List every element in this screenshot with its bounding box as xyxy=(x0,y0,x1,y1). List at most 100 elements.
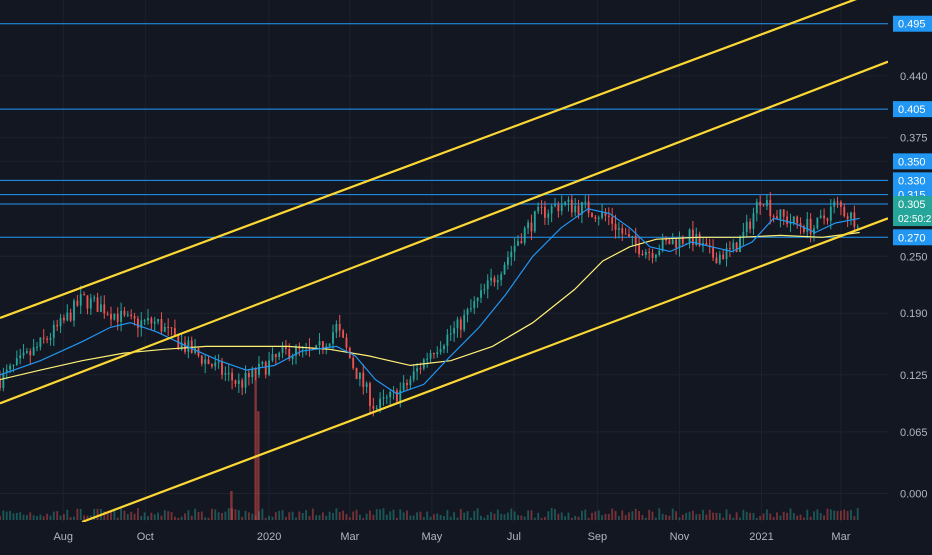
volume-bar xyxy=(722,517,725,520)
volume-bar xyxy=(12,513,15,520)
volume-bar xyxy=(550,508,553,520)
candle-body xyxy=(32,347,35,356)
volume-bar xyxy=(301,512,304,520)
volume-bar xyxy=(506,512,509,520)
moving-average-fast xyxy=(0,208,860,395)
candle-body xyxy=(12,364,15,366)
volume-bar xyxy=(395,517,398,520)
volume-bar xyxy=(237,510,240,520)
volume-bar xyxy=(607,513,610,520)
candle-body xyxy=(799,223,802,227)
volume-bar xyxy=(654,517,657,520)
candle-body xyxy=(133,316,136,319)
trend-channel-line xyxy=(81,217,889,524)
volume-bar xyxy=(712,512,715,520)
candle-body xyxy=(204,359,207,364)
level-tag xyxy=(893,101,932,118)
volume-bar xyxy=(772,517,775,520)
volume-bar xyxy=(523,516,526,520)
volume-bar xyxy=(557,513,560,520)
volume-bar xyxy=(120,508,123,520)
volume-bar xyxy=(617,516,620,520)
volume-bar xyxy=(352,511,355,520)
candle-body xyxy=(173,328,176,336)
candle-body xyxy=(473,301,476,309)
candle-body xyxy=(284,347,287,350)
candle-body xyxy=(5,369,8,373)
candle-body xyxy=(560,204,563,212)
x-tick-label: 2020 xyxy=(257,531,281,543)
volume-bar xyxy=(416,512,419,520)
volume-bar xyxy=(379,509,382,520)
candle-body xyxy=(651,252,654,258)
volume-bar xyxy=(318,515,321,520)
volume-bar xyxy=(56,511,59,520)
volume-bar xyxy=(554,509,556,520)
volume-bar xyxy=(500,513,503,520)
volume-bar xyxy=(62,514,65,520)
volume-bar xyxy=(157,512,160,520)
candle-body xyxy=(459,319,462,330)
candle-body xyxy=(449,333,452,335)
volume-bar xyxy=(116,517,119,520)
volume-bar xyxy=(180,516,183,520)
volume-bar xyxy=(843,509,846,520)
x-tick-label: May xyxy=(422,531,443,543)
candle-body xyxy=(76,300,79,306)
candle-body xyxy=(776,216,778,219)
volume-bar xyxy=(527,510,530,520)
volume-bar xyxy=(634,508,637,520)
volume-bar xyxy=(644,517,647,520)
candle-body xyxy=(843,206,846,217)
candle-body xyxy=(369,383,371,406)
volume-bar xyxy=(426,511,429,520)
candle-body xyxy=(856,226,859,228)
level-tag-label: 0.495 xyxy=(898,19,926,31)
candle-body xyxy=(503,264,506,275)
candle-body xyxy=(533,211,536,232)
candle-body xyxy=(251,368,254,378)
candle-body xyxy=(399,390,402,402)
candle-body xyxy=(641,254,644,256)
volume-bar xyxy=(782,511,785,520)
volume-bar xyxy=(369,510,371,520)
volume-bar xyxy=(261,508,264,520)
volume-bar xyxy=(476,508,479,520)
candle-body xyxy=(517,241,519,246)
volume-bar xyxy=(819,512,822,520)
volume-bar xyxy=(513,511,516,520)
volume-bar xyxy=(264,517,267,520)
candle-body xyxy=(476,297,479,302)
trend-channel-line xyxy=(0,0,857,319)
candle-body xyxy=(833,201,836,207)
volume-bar xyxy=(755,517,758,520)
candle-body xyxy=(281,347,284,353)
candle-body xyxy=(379,398,382,408)
volume-bar xyxy=(79,508,82,520)
volume-bar xyxy=(469,517,472,520)
volume-bar xyxy=(839,510,842,520)
volume-bar xyxy=(459,509,462,520)
volume-bar xyxy=(59,515,62,520)
volume-bar xyxy=(217,512,220,520)
volume-bar xyxy=(194,508,197,520)
volume-bar xyxy=(224,511,227,520)
candle-body xyxy=(658,250,661,255)
volume-bar xyxy=(520,515,523,520)
candle-body xyxy=(453,328,456,334)
volume-bar xyxy=(153,514,156,520)
volume-bar xyxy=(308,516,311,520)
volume-bar xyxy=(584,509,587,520)
candle-body xyxy=(769,200,772,217)
x-tick-label: Nov xyxy=(670,531,690,543)
x-tick-label: 2021 xyxy=(749,531,773,543)
candle-body xyxy=(698,234,701,246)
volume-bar xyxy=(517,515,519,520)
candle-body xyxy=(9,365,12,370)
candle-body xyxy=(143,320,146,322)
volume-bar xyxy=(338,511,341,520)
volume-bar xyxy=(493,513,496,520)
volume-bar xyxy=(66,509,69,520)
